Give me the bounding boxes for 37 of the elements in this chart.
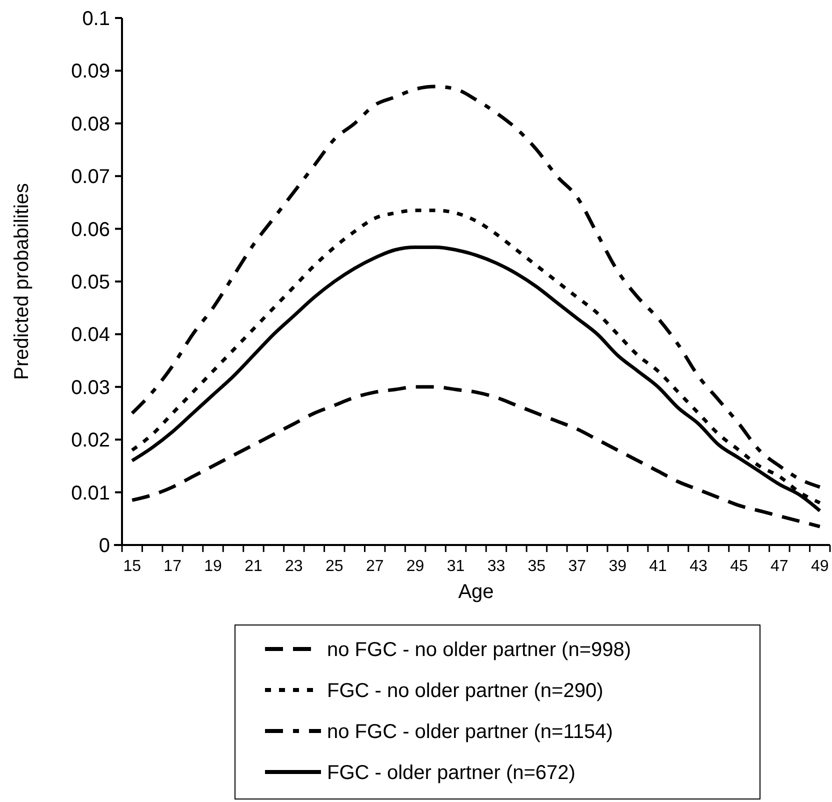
y-tick-label: 0.03 [71,376,110,399]
legend-label: no FGC - no older partner (n=998) [327,639,632,661]
x-tick-label: 25 [326,558,344,575]
x-tick-label: 19 [204,558,222,575]
x-tick-label: 21 [244,558,262,575]
x-tick-label: 15 [123,558,142,575]
y-tick-label: 0.1 [82,8,110,30]
x-tick-label: 49 [810,558,829,575]
y-tick-label: 0.06 [71,218,110,241]
x-tick-label: 33 [487,558,506,575]
legend-label: FGC - no older partner (n=290) [327,680,604,702]
x-tick-label: 39 [608,558,627,575]
y-tick-label: 0.09 [71,60,110,83]
x-axis-title: Age [458,581,494,603]
x-tick-label: 17 [164,558,182,575]
x-tick-label: 47 [770,558,788,575]
x-tick-label: 23 [285,558,303,575]
y-tick-label: 0.04 [71,324,110,346]
x-tick-label: 43 [690,558,708,575]
y-axis-title: Predicted probabilities [11,183,33,380]
y-tick-label: 0.01 [71,482,110,504]
y-tick-label: 0.05 [71,272,110,294]
x-tick-label: 31 [446,558,465,575]
x-tick-label: 35 [528,558,546,575]
x-tick-label: 27 [366,558,384,575]
x-tick-label: 29 [406,558,424,575]
x-tick-label: 45 [730,558,748,575]
y-tick-label: 0.02 [71,430,110,452]
legend-label: no FGC - older partner (n=1154) [327,721,613,743]
x-tick-label: 37 [568,558,586,575]
x-tick-label: 41 [649,558,668,575]
y-tick-label: 0.08 [71,113,110,136]
line-series [130,84,822,489]
y-tick-label: 0 [98,535,110,557]
legend-label: FGC - older partner (n=672) [327,762,576,784]
y-tick-label: 0.07 [71,166,110,188]
line-series [130,385,822,528]
